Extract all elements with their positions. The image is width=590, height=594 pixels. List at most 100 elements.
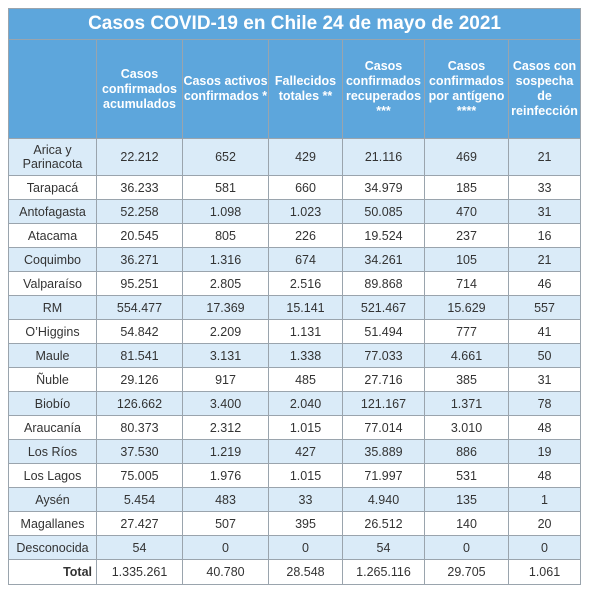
value-cell: 385: [424, 367, 509, 392]
column-header: Casos con sospecha de reinfección: [507, 39, 582, 139]
value-cell: 31: [507, 367, 582, 392]
value-cell: 674: [268, 247, 343, 272]
region-name-cell: Magallanes: [8, 511, 97, 536]
total-value-cell: 1.265.116: [342, 559, 425, 585]
table-row: RM 554.477 17.369 15.141 521.467 15.629 557: [8, 295, 582, 320]
value-cell: 46: [507, 271, 582, 296]
value-cell: 1.131: [268, 319, 343, 344]
value-cell: 36.233: [96, 175, 183, 200]
value-cell: 48: [507, 415, 582, 440]
value-cell: 26.512: [342, 511, 425, 536]
value-cell: 429: [268, 138, 343, 176]
column-header: Fallecidos totales **: [268, 39, 343, 139]
value-cell: 34.261: [342, 247, 425, 272]
value-cell: 4.940: [342, 487, 425, 512]
region-name-cell: Biobío: [8, 391, 97, 416]
column-header: Casos activos confirmados *: [182, 39, 269, 139]
value-cell: 917: [182, 367, 269, 392]
value-cell: 29.126: [96, 367, 183, 392]
value-cell: 507: [182, 511, 269, 536]
value-cell: 2.805: [182, 271, 269, 296]
column-header: Casos confirmados por antígeno ****: [424, 39, 509, 139]
total-value-cell: 1.335.261: [96, 559, 183, 585]
region-name-cell: Los Ríos: [8, 439, 97, 464]
value-cell: 37.530: [96, 439, 183, 464]
total-value-cell: 28.548: [268, 559, 343, 585]
region-name-cell: O’Higgins: [8, 319, 97, 344]
region-name-cell: Coquimbo: [8, 247, 97, 272]
value-cell: 31: [507, 199, 582, 224]
region-name-cell: Arica y Parinacota: [8, 138, 97, 176]
value-cell: 15.629: [424, 295, 509, 320]
total-label-cell: Total: [8, 559, 97, 585]
region-name-cell: Valparaíso: [8, 271, 97, 296]
value-cell: 1.338: [268, 343, 343, 368]
table-row: Magallanes 27.427 507 395 26.512 140 20: [8, 511, 582, 536]
value-cell: 777: [424, 319, 509, 344]
value-cell: 22.212: [96, 138, 183, 176]
table-row: Araucanía 80.373 2.312 1.015 77.014 3.010 48: [8, 415, 582, 440]
region-name-cell: Desconocida: [8, 535, 97, 560]
region-name-cell: Los Lagos: [8, 463, 97, 488]
value-cell: 886: [424, 439, 509, 464]
value-cell: 77.014: [342, 415, 425, 440]
value-cell: 469: [424, 138, 509, 176]
value-cell: 470: [424, 199, 509, 224]
region-name-cell: Aysén: [8, 487, 97, 512]
value-cell: 20.545: [96, 223, 183, 248]
value-cell: 27.427: [96, 511, 183, 536]
value-cell: 0: [424, 535, 509, 560]
table-row: Desconocida 54 0 0 54 0 0: [8, 535, 582, 560]
value-cell: 2.312: [182, 415, 269, 440]
table-row: Arica y Parinacota 22.212 652 429 21.116 469 2…: [8, 138, 582, 176]
value-cell: 54: [342, 535, 425, 560]
region-name-cell: RM: [8, 295, 97, 320]
value-cell: 16: [507, 223, 582, 248]
value-cell: 71.997: [342, 463, 425, 488]
value-cell: 33: [268, 487, 343, 512]
value-cell: 427: [268, 439, 343, 464]
value-cell: 1.976: [182, 463, 269, 488]
header-region-blank: [8, 39, 97, 139]
table-title: Casos COVID-19 en Chile 24 de mayo de 20…: [7, 8, 582, 40]
value-cell: 27.716: [342, 367, 425, 392]
value-cell: 395: [268, 511, 343, 536]
value-cell: 54: [96, 535, 183, 560]
value-cell: 1.219: [182, 439, 269, 464]
value-cell: 81.541: [96, 343, 183, 368]
region-name-cell: Atacama: [8, 223, 97, 248]
value-cell: 17.369: [182, 295, 269, 320]
value-cell: 89.868: [342, 271, 425, 296]
value-cell: 21: [507, 247, 582, 272]
table-row: Maule 81.541 3.131 1.338 77.033 4.661 50: [8, 343, 582, 368]
total-value-cell: 29.705: [424, 559, 509, 585]
value-cell: 3.131: [182, 343, 269, 368]
value-cell: 1: [507, 487, 582, 512]
value-cell: 34.979: [342, 175, 425, 200]
value-cell: 237: [424, 223, 509, 248]
column-header: Casos confirmados recuperados ***: [342, 39, 425, 139]
value-cell: 52.258: [96, 199, 183, 224]
value-cell: 105: [424, 247, 509, 272]
table-row: Atacama 20.545 805 226 19.524 237 16: [8, 223, 582, 248]
value-cell: 35.889: [342, 439, 425, 464]
value-cell: 0: [268, 535, 343, 560]
value-cell: 1.098: [182, 199, 269, 224]
covid-cases-table: Casos COVID-19 en Chile 24 de mayo de 20…: [7, 8, 582, 585]
value-cell: 485: [268, 367, 343, 392]
value-cell: 75.005: [96, 463, 183, 488]
value-cell: 714: [424, 271, 509, 296]
value-cell: 19.524: [342, 223, 425, 248]
table-row: Coquimbo 36.271 1.316 674 34.261 105 21: [8, 247, 582, 272]
value-cell: 48: [507, 463, 582, 488]
table-row: Aysén 5.454 483 33 4.940 135 1: [8, 487, 582, 512]
column-header: Casos confirmados acumulados: [96, 39, 183, 139]
covid-table-container: Casos COVID-19 en Chile 24 de mayo de 20…: [7, 8, 582, 585]
table-row: Biobío 126.662 3.400 2.040 121.167 1.371 78: [8, 391, 582, 416]
value-cell: 483: [182, 487, 269, 512]
value-cell: 50.085: [342, 199, 425, 224]
value-cell: 3.400: [182, 391, 269, 416]
value-cell: 805: [182, 223, 269, 248]
table-row: Valparaíso 95.251 2.805 2.516 89.868 714 46: [8, 271, 582, 296]
value-cell: 51.494: [342, 319, 425, 344]
